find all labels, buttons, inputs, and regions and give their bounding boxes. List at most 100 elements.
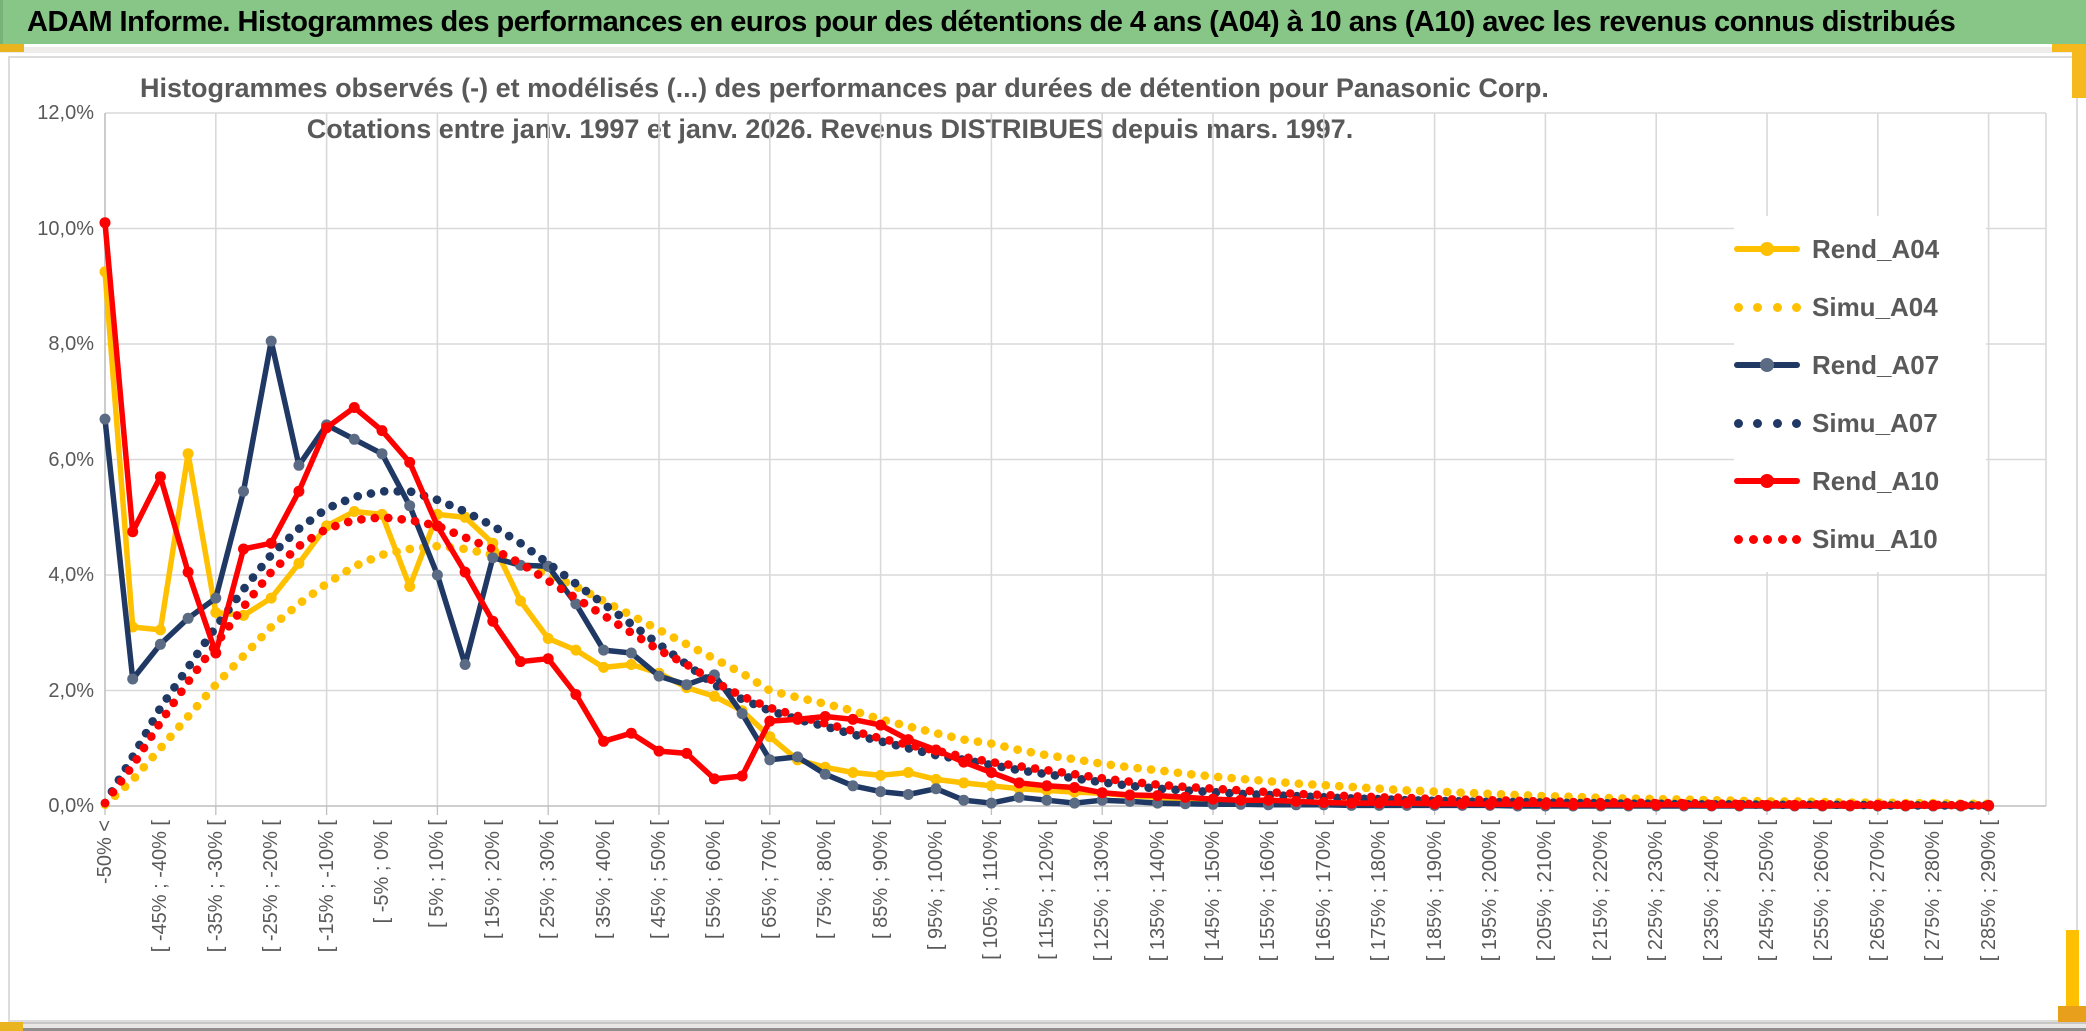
chart-title-line1: Histogrammes observés (-) et modélisés (… — [140, 73, 1549, 103]
data-point — [1124, 789, 1136, 801]
data-point — [542, 653, 554, 665]
legend-line-icon — [1734, 357, 1800, 373]
data-point — [653, 670, 665, 682]
chart-title-line2: Cotations entre janv. 1997 et janv. 2026… — [306, 114, 1354, 144]
data-point — [487, 552, 499, 564]
legend-item-Rend_A04[interactable]: Rend_A04 — [1734, 220, 1986, 278]
data-point — [847, 713, 859, 725]
data-point — [1262, 794, 1274, 806]
data-point — [875, 719, 887, 731]
data-point — [348, 402, 360, 413]
data-point — [265, 537, 277, 549]
x-axis-label: [ 65% ; 70% [ — [758, 820, 781, 939]
y-axis-label: 4,0% — [48, 564, 94, 586]
x-axis-label: [ 25% ; 30% [ — [537, 820, 560, 939]
data-point — [265, 592, 277, 604]
x-axis-label: [ 275% ; 280% [ — [1922, 820, 1945, 962]
data-point — [1041, 794, 1053, 806]
data-point — [99, 413, 111, 425]
data-point — [764, 715, 776, 727]
series-Simu_A04[interactable] — [100, 541, 1993, 810]
legend-item-Simu_A04[interactable]: Simu_A04 — [1734, 278, 1986, 336]
data-point — [1096, 787, 1108, 799]
data-point — [708, 773, 720, 785]
data-point — [1844, 799, 1856, 811]
data-point — [404, 456, 416, 468]
data-point — [210, 592, 222, 604]
data-point — [1290, 795, 1302, 807]
data-point — [404, 500, 416, 512]
legend-dots-icon — [1734, 531, 1801, 547]
data-point — [1983, 799, 1995, 811]
x-axis-label: [ 55% ; 60% [ — [703, 820, 726, 939]
legend[interactable]: Rend_A04 Simu_A04 Rend_A07 Simu_A07 Rend_A10… — [1734, 216, 1986, 572]
x-axis-label: [ 45% ; 50% [ — [648, 820, 670, 939]
data-point — [1207, 793, 1219, 805]
data-point — [819, 768, 831, 780]
selection-strip-right-edge — [2066, 930, 2079, 1010]
data-point — [348, 506, 360, 517]
data-point — [985, 797, 997, 809]
sheet-bottom-bar — [0, 1022, 2086, 1031]
data-point — [1069, 782, 1080, 793]
data-point — [515, 595, 526, 607]
banner-title: ADAM Informe. Histogrammes des performan… — [27, 5, 1956, 38]
data-point — [431, 569, 443, 581]
data-point — [1041, 780, 1053, 792]
y-axis-label: 6,0% — [48, 448, 94, 471]
x-axis-label: [ 185% ; 190% [ — [1423, 820, 1446, 962]
data-point — [376, 448, 388, 460]
x-axis-label: [ -35% ; -30% [ — [204, 820, 227, 953]
legend-label: Rend_A10 — [1812, 465, 1940, 496]
legend-item-Rend_A10[interactable]: Rend_A10 — [1734, 452, 1986, 510]
data-point — [265, 335, 277, 347]
legend-label: Simu_A04 — [1812, 291, 1938, 322]
x-axis-label: [ 215% ; 220% [ — [1589, 820, 1612, 962]
data-point — [1152, 790, 1164, 802]
data-point — [182, 612, 194, 624]
chart-frame[interactable]: Histogrammes observés (-) et modélisés (… — [8, 56, 2078, 1022]
series-Simu_A10[interactable] — [100, 513, 1993, 810]
data-point — [792, 751, 803, 763]
gold-fill-chip-top-left — [0, 44, 24, 52]
data-point — [154, 624, 166, 636]
data-point — [1346, 797, 1357, 809]
plot-svg[interactable] — [10, 58, 2075, 1019]
data-point — [736, 708, 748, 720]
x-axis-label: [ -5% ; 0% [ — [371, 820, 393, 924]
x-axis-label: [ 95% ; 100% [ — [925, 820, 947, 951]
data-point — [376, 425, 388, 437]
data-point — [293, 459, 305, 471]
data-point — [847, 780, 859, 792]
selection-corner-top-right-v — [2072, 50, 2086, 98]
selection-corner-bottom-right — [2058, 1006, 2086, 1022]
x-axis-label: [ 195% ; 200% [ — [1479, 820, 1501, 962]
x-axis-label: [ -25% ; -20% [ — [260, 820, 283, 953]
data-point — [764, 754, 776, 766]
chart-title[interactable]: Histogrammes observés (-) et modélisés (… — [140, 68, 1549, 150]
legend-item-Simu_A10[interactable]: Simu_A10 — [1734, 510, 1986, 568]
data-point — [875, 769, 887, 781]
data-point — [238, 609, 249, 621]
data-point — [293, 557, 305, 569]
data-point — [404, 581, 416, 592]
y-axis-label: 8,0% — [48, 333, 94, 355]
legend-label: Simu_A10 — [1812, 523, 1938, 554]
data-point — [736, 770, 748, 782]
legend-dots-icon — [1734, 299, 1801, 315]
x-axis-label: -50% < — [94, 820, 116, 884]
data-point — [764, 731, 776, 743]
series-Simu_A07[interactable] — [100, 487, 1993, 810]
data-point — [875, 786, 887, 798]
series-Rend_A07[interactable] — [99, 335, 1995, 812]
data-point — [902, 767, 914, 778]
legend-item-Simu_A07[interactable]: Simu_A07 — [1734, 394, 1986, 452]
data-point — [653, 745, 665, 757]
legend-item-Rend_A07[interactable]: Rend_A07 — [1734, 336, 1986, 394]
data-point — [570, 598, 582, 610]
legend-dots-icon — [1734, 415, 1801, 431]
data-point — [625, 727, 637, 739]
series-Rend_A04[interactable] — [99, 266, 1995, 812]
data-point — [459, 511, 471, 523]
x-axis-label: [ 245% ; 250% [ — [1756, 820, 1778, 962]
